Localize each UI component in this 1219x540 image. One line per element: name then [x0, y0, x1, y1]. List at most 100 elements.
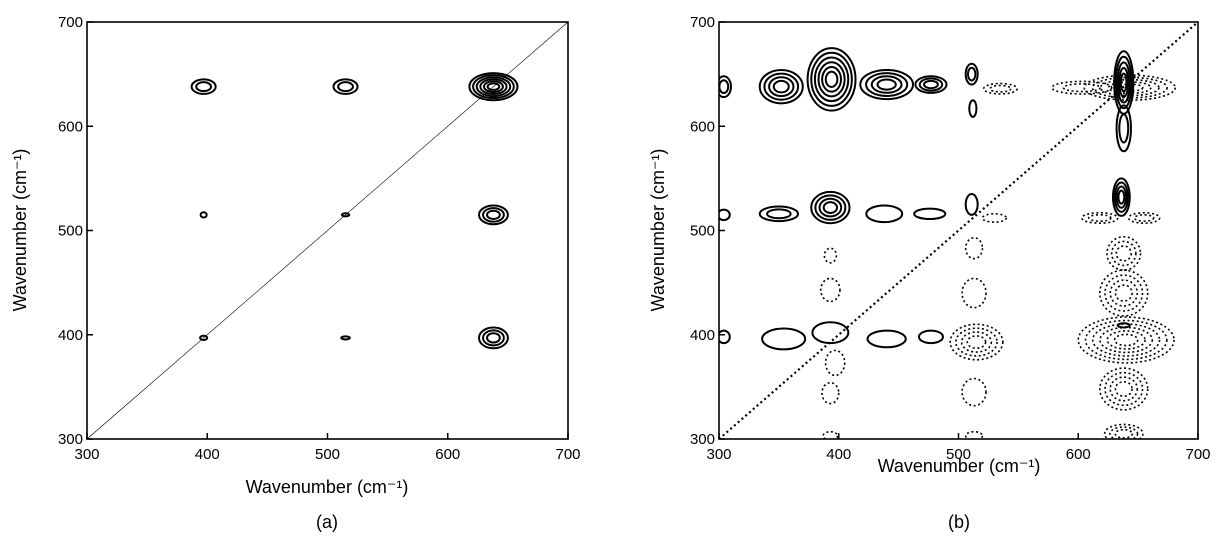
contour-level — [479, 78, 508, 96]
contour-level — [964, 62, 979, 86]
contour-peak — [859, 68, 914, 101]
y-tick-label: 500 — [690, 223, 715, 240]
contour-level — [472, 74, 515, 100]
contour-level — [913, 207, 947, 221]
contour-peak — [758, 68, 804, 105]
contour-peak — [823, 247, 838, 264]
contour-level — [1114, 428, 1134, 439]
contour-level — [1117, 189, 1126, 205]
contour-layer-a — [190, 72, 519, 350]
contour-level — [772, 79, 790, 94]
contour-level — [865, 72, 909, 97]
y-tick-label: 400 — [690, 327, 715, 344]
contour-level — [1077, 316, 1175, 364]
y-tick-label: 700 — [690, 14, 715, 31]
contour-level — [1114, 284, 1133, 302]
contour-level — [966, 66, 977, 82]
contour-peak — [199, 334, 209, 341]
y-axis-label-a: Wavenumber (cm⁻¹) — [10, 149, 30, 312]
contour-peak — [964, 62, 979, 86]
contour-level — [964, 430, 984, 439]
contour-level — [486, 209, 501, 221]
contour-level — [195, 81, 213, 93]
contour-level — [859, 68, 914, 101]
contour-peak — [964, 236, 984, 260]
contour-level — [806, 47, 857, 112]
contour-peak — [866, 329, 907, 349]
contour-peak — [332, 78, 359, 95]
contour-level — [1115, 104, 1132, 153]
contour-level — [821, 66, 842, 93]
contour-level — [1062, 83, 1102, 93]
contour-level — [719, 79, 730, 95]
contour-level — [966, 335, 987, 350]
contour-level — [989, 84, 1012, 93]
contour-level — [337, 81, 354, 93]
contour-level — [199, 211, 208, 219]
contour-level — [475, 76, 512, 98]
contour-level — [199, 334, 209, 341]
contour-level — [1107, 81, 1152, 95]
contour-level — [961, 277, 987, 309]
contour-peak — [964, 193, 979, 216]
contour-level — [1084, 319, 1168, 361]
contour-level — [1118, 113, 1130, 144]
contour-peak — [468, 72, 519, 102]
contour-level — [870, 75, 903, 94]
panel-label-b: (b) — [948, 512, 970, 532]
contour-layer-b — [719, 47, 1177, 439]
x-tick-label: 400 — [826, 446, 851, 463]
contour-level — [819, 277, 841, 303]
contour-level — [1091, 76, 1168, 99]
contour-level — [1104, 371, 1144, 407]
contour-level — [482, 80, 504, 93]
contour-level — [719, 329, 731, 345]
contour-level — [917, 329, 944, 345]
contour-level — [190, 78, 217, 95]
contour-peak — [949, 323, 1004, 361]
contour-level — [1113, 333, 1139, 347]
contour-level — [914, 75, 948, 94]
contour-level — [824, 349, 846, 377]
contour-level — [1109, 426, 1139, 439]
contour-level — [1110, 240, 1137, 267]
contour-level — [824, 70, 839, 88]
contour-peak — [806, 47, 857, 112]
contour-level — [486, 332, 501, 344]
contour-level — [810, 190, 851, 225]
contour-peak — [824, 349, 846, 377]
contour-level — [823, 247, 838, 264]
contour-level — [982, 82, 1018, 95]
contour-level — [1114, 380, 1133, 398]
contour-level — [1115, 245, 1133, 262]
contour-level — [960, 331, 993, 353]
contour-peak — [190, 78, 217, 95]
contour-peak — [1099, 367, 1149, 411]
contour-level — [1116, 322, 1131, 329]
contour-level — [1087, 213, 1112, 222]
contour-level — [866, 329, 907, 349]
y-tick-label: 700 — [58, 14, 83, 31]
contour-peak — [865, 204, 904, 224]
contour-level — [1081, 211, 1119, 225]
contour-level — [1051, 80, 1113, 95]
contour-peak — [961, 277, 987, 309]
y-tick-label: 500 — [58, 223, 83, 240]
contour-level — [1133, 213, 1155, 222]
x-tick-label: 600 — [1066, 446, 1091, 463]
contour-peak — [340, 335, 351, 341]
contour-level — [1099, 269, 1149, 317]
contour-level — [340, 212, 351, 218]
y-tick-label: 600 — [58, 118, 83, 135]
y-tick-label: 300 — [58, 431, 83, 448]
contour-peak — [1111, 177, 1131, 217]
contour-level — [766, 208, 792, 220]
contour-level — [968, 99, 978, 118]
contour-level — [961, 377, 987, 407]
contour-peak — [1127, 211, 1161, 225]
y-tick-label: 600 — [690, 118, 715, 135]
contour-level — [763, 72, 800, 101]
panel-a: 300 400 500 600 700 300 400 500 600 700 Wavenumbe… — [10, 14, 581, 532]
contour-peak — [914, 75, 948, 94]
